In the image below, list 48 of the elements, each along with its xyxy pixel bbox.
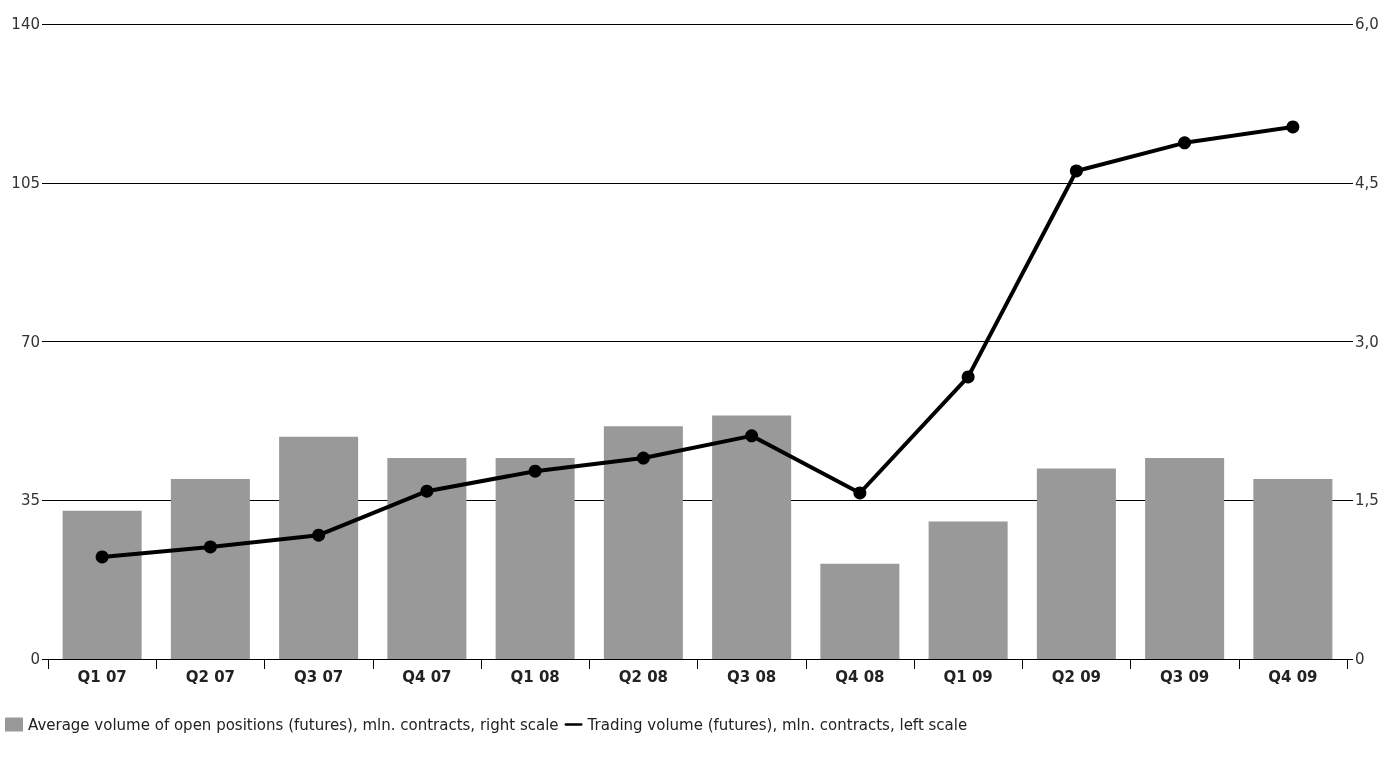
bar xyxy=(279,436,359,659)
bar xyxy=(1036,468,1116,659)
point xyxy=(853,486,867,500)
x-tick-label: Q3 09 xyxy=(1159,667,1210,686)
x-tick-label: Q2 08 xyxy=(618,667,669,686)
x-tick-label: Q2 09 xyxy=(1051,667,1102,686)
point xyxy=(95,550,109,564)
bar xyxy=(1253,479,1333,659)
x-tick-label: Q3 08 xyxy=(726,667,777,686)
bar xyxy=(603,426,683,659)
y-tick-label: 105 xyxy=(11,173,40,192)
x-tick-label: Q3 07 xyxy=(293,667,344,686)
point xyxy=(312,528,326,542)
point xyxy=(1069,164,1083,178)
point xyxy=(528,464,542,478)
point xyxy=(745,429,759,443)
x-tick-label: Q4 09 xyxy=(1268,667,1318,686)
y2-tick-label: 3,0 xyxy=(1355,332,1379,351)
bar xyxy=(820,563,900,659)
point xyxy=(1286,120,1300,134)
point xyxy=(420,484,434,498)
bar xyxy=(1145,457,1225,659)
bar xyxy=(170,479,250,659)
y2-tick-label: 1,5 xyxy=(1355,491,1379,510)
point xyxy=(961,370,975,384)
x-tick-label: Q2 07 xyxy=(185,667,236,686)
bar xyxy=(62,510,142,659)
bar xyxy=(495,457,575,659)
y-tick-label: 70 xyxy=(20,332,40,351)
y-tick-label: 0 xyxy=(30,650,40,668)
bar xyxy=(928,521,1008,659)
x-tick-label: Q4 07 xyxy=(402,667,452,686)
y2-tick-label: 4,5 xyxy=(1355,173,1379,192)
x-tick-label: Q1 08 xyxy=(510,667,560,686)
point xyxy=(636,451,650,465)
bar xyxy=(387,457,467,659)
point xyxy=(203,540,217,554)
x-tick-label: Q1 07 xyxy=(77,667,127,686)
y2-tick-label: 6,0 xyxy=(1355,15,1379,33)
x-tick-label: Q4 08 xyxy=(835,667,885,686)
point xyxy=(1178,136,1192,150)
x-tick-label: Q1 09 xyxy=(943,667,993,686)
y-tick-label: 35 xyxy=(20,491,40,510)
y-tick-label: 140 xyxy=(11,15,40,33)
y2-tick-label: 0 xyxy=(1355,650,1365,668)
legend-label: Average volume of open positions (futures), mln. contracts, right scale xyxy=(28,715,559,734)
bar xyxy=(712,415,792,659)
legend-label: Trading volume (futures), mln. contracts, left scale xyxy=(586,715,968,734)
